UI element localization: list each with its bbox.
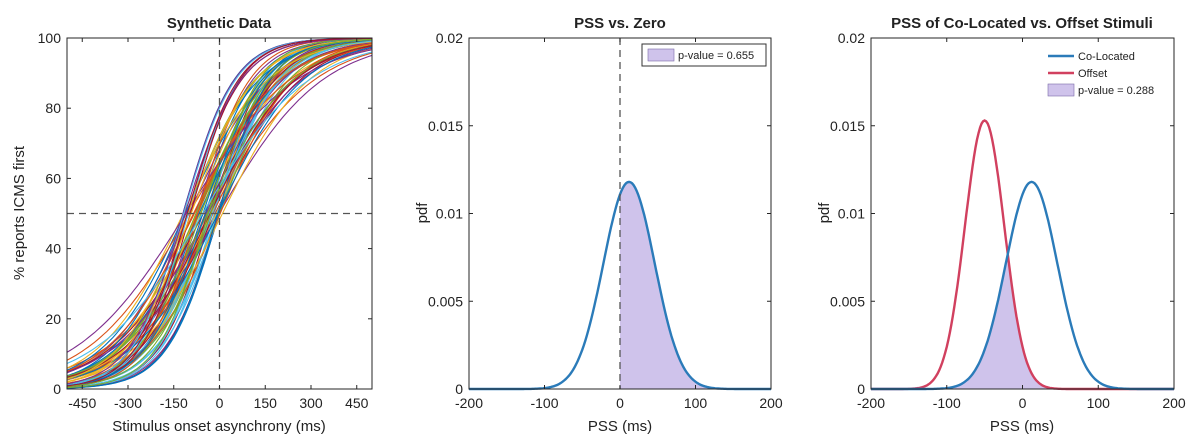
x-tick-label: -200	[455, 395, 483, 411]
y-axis-label: pdf	[816, 202, 833, 224]
chart-title: Synthetic Data	[167, 15, 272, 32]
y-tick-label: 60	[45, 170, 61, 186]
y-tick-label: 40	[45, 241, 61, 257]
x-tick-label: 150	[254, 395, 278, 411]
x-tick-label: -200	[857, 395, 885, 411]
x-tick-label: 0	[216, 395, 224, 411]
y-tick-label: 0.02	[436, 30, 463, 46]
y-tick-label: 0.005	[428, 293, 463, 309]
y-axis-label: % reports ICMS first	[11, 145, 28, 280]
legend-label: Co-Located	[1078, 51, 1135, 63]
y-tick-label: 0.015	[830, 118, 865, 134]
chart-title: PSS vs. Zero	[574, 15, 666, 32]
pdf-curve-offset	[871, 119, 1174, 391]
y-tick-label: 0	[53, 381, 61, 397]
pss-colocated-vs-offset-panel: PSS of Co-Located vs. Offset Stimuli PSS…	[816, 15, 1186, 435]
legend-swatch	[647, 48, 675, 62]
x-axis-label: PSS (ms)	[588, 418, 652, 435]
y-tick-label: 0	[857, 381, 865, 397]
y-tick-label: 80	[45, 100, 61, 116]
x-tick-label: 200	[759, 395, 783, 411]
x-axis-label: PSS (ms)	[990, 418, 1054, 435]
pss-vs-zero-panel: PSS vs. Zero PSS (ms) pdf p-value = 0.65…	[414, 15, 783, 435]
x-tick-label: 450	[345, 395, 369, 411]
x-axis-label: Stimulus onset asynchrony (ms)	[112, 418, 325, 435]
x-tick-label: 300	[299, 395, 323, 411]
y-tick-label: 0.02	[838, 30, 865, 46]
legend: p-value = 0.655	[641, 43, 767, 67]
y-tick-label: 0.01	[838, 206, 865, 222]
y-tick-label: 100	[38, 30, 62, 46]
y-axis-label: pdf	[414, 202, 431, 224]
synthetic-data-panel: Synthetic Data Stimulus onset asynchrony…	[11, 15, 373, 435]
y-tick-label: 0.015	[428, 118, 463, 134]
psychometric-curve	[67, 38, 372, 383]
legend-label: p-value = 0.655	[678, 50, 754, 62]
x-tick-label: 0	[616, 395, 624, 411]
y-tick-label: 0.01	[436, 206, 463, 222]
curves	[67, 38, 372, 389]
shaded-area	[620, 181, 771, 389]
x-tick-label: 0	[1019, 395, 1027, 411]
x-tick-label: 200	[1162, 395, 1186, 411]
x-tick-label: 100	[1087, 395, 1111, 411]
x-tick-label: -100	[530, 395, 558, 411]
y-tick-label: 0.005	[830, 293, 865, 309]
x-tick-label: -450	[68, 395, 96, 411]
x-tick-label: 100	[684, 395, 708, 411]
legend-label: p-value = 0.288	[1078, 85, 1154, 97]
x-tick-label: -100	[933, 395, 961, 411]
y-tick-label: 20	[45, 311, 61, 327]
psychometric-curve	[67, 38, 372, 385]
legend-swatch	[1047, 83, 1075, 97]
y-tick-label: 0	[455, 381, 463, 397]
legend: Co-Located Offset p-value = 0.288	[1044, 44, 1168, 106]
legend-label: Offset	[1078, 68, 1107, 80]
chart-title: PSS of Co-Located vs. Offset Stimuli	[891, 15, 1153, 32]
x-tick-label: -150	[160, 395, 188, 411]
overlap-area	[871, 256, 1174, 389]
x-tick-label: -300	[114, 395, 142, 411]
